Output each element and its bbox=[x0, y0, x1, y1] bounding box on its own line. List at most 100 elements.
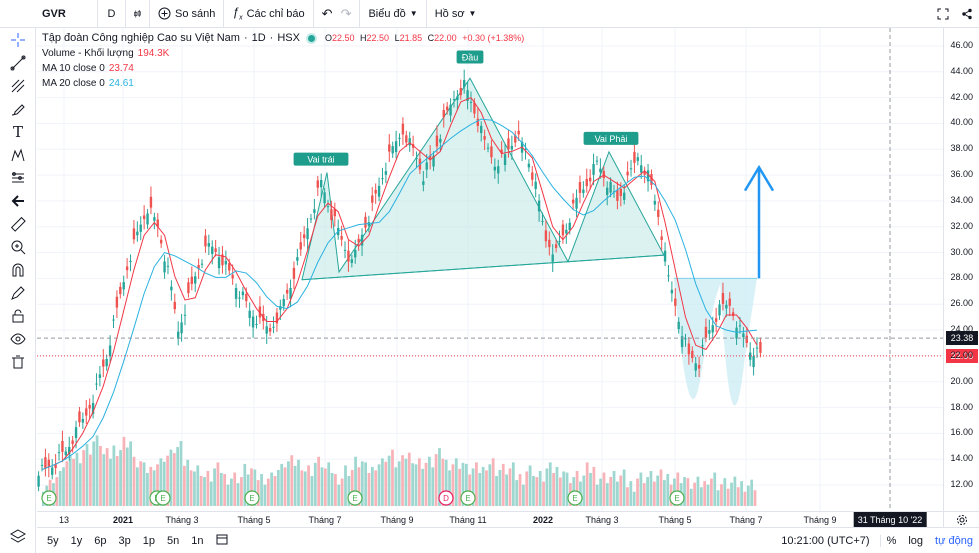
indicators-button[interactable]: ƒx Các chỉ báo bbox=[224, 0, 314, 28]
calendar-icon bbox=[216, 534, 227, 545]
range-5d[interactable]: 5n bbox=[167, 534, 180, 547]
zoom-tool[interactable] bbox=[0, 235, 36, 258]
chart-style-button[interactable] bbox=[126, 0, 150, 28]
hide-tool[interactable] bbox=[0, 327, 36, 350]
volume-bar bbox=[270, 472, 274, 506]
eye-icon bbox=[10, 332, 26, 345]
volume-bar bbox=[595, 484, 599, 506]
percent-toggle[interactable]: % bbox=[886, 535, 897, 547]
ruler-tool[interactable] bbox=[0, 212, 36, 235]
volume-bar bbox=[616, 481, 619, 506]
candle-body bbox=[299, 242, 302, 250]
candle-body bbox=[326, 206, 330, 208]
fib-tool[interactable] bbox=[0, 74, 36, 97]
candles-icon bbox=[134, 9, 141, 17]
time-axis[interactable]: 31 Tháng 10 '22 13 2021 Tháng 3 Tháng 5 Thán… bbox=[37, 511, 943, 527]
volume-bar bbox=[696, 476, 700, 506]
candle-body bbox=[466, 90, 469, 102]
candle-body bbox=[619, 188, 623, 197]
candle-body bbox=[657, 209, 660, 217]
crosshair-tool[interactable] bbox=[0, 28, 36, 51]
stay-drawing-tool[interactable] bbox=[0, 281, 36, 304]
fullscreen-button[interactable] bbox=[931, 0, 955, 28]
magnet-tool[interactable] bbox=[0, 258, 36, 281]
candle-body bbox=[272, 326, 275, 328]
volume-bar bbox=[733, 476, 737, 506]
chart-settings-button[interactable] bbox=[943, 511, 979, 527]
volume-bar bbox=[699, 487, 703, 506]
profile-menu-label: Hồ sơ bbox=[434, 7, 465, 20]
candle-body bbox=[159, 239, 163, 244]
undo-icon[interactable]: ↶ bbox=[321, 5, 333, 21]
prediction-tool[interactable] bbox=[0, 166, 36, 189]
volume-bar bbox=[139, 461, 143, 506]
interval-button[interactable]: D bbox=[98, 0, 126, 28]
object-tree-tool[interactable] bbox=[0, 524, 36, 547]
delete-tool[interactable] bbox=[0, 350, 36, 373]
chart-menu[interactable]: Biểu đồ ▼ bbox=[360, 0, 427, 28]
range-1d[interactable]: 1n bbox=[191, 534, 204, 547]
volume-bar bbox=[746, 485, 750, 506]
volume-bar bbox=[417, 458, 421, 506]
range-5y[interactable]: 5y bbox=[47, 534, 59, 547]
candle-body bbox=[483, 136, 486, 140]
volume-bar bbox=[508, 468, 512, 506]
candle-body bbox=[711, 325, 714, 333]
arrow-left-icon bbox=[11, 194, 24, 207]
goto-date-button[interactable] bbox=[210, 533, 234, 548]
candle-body bbox=[674, 298, 677, 306]
candle-body bbox=[176, 331, 180, 339]
volume-bar bbox=[327, 462, 331, 506]
candle-body bbox=[285, 289, 289, 294]
pattern-tool[interactable] bbox=[0, 143, 36, 166]
compare-button[interactable]: So sánh bbox=[150, 0, 225, 28]
profile-menu[interactable]: Hồ sơ ▼ bbox=[427, 0, 485, 28]
legend-ma10-row[interactable]: MA 10 close 0 23.74 bbox=[42, 61, 524, 76]
price-tick: 40.00 bbox=[950, 117, 973, 128]
redo-icon[interactable]: ↷ bbox=[340, 5, 352, 21]
time-tick: Tháng 11 bbox=[449, 515, 487, 525]
volume-bar bbox=[203, 477, 206, 506]
share-button[interactable] bbox=[955, 0, 979, 28]
log-toggle[interactable]: log bbox=[908, 535, 924, 547]
clock[interactable]: 10:21:00 (UTC+7) bbox=[775, 535, 881, 547]
candle-body bbox=[660, 236, 663, 241]
text-tool[interactable]: T bbox=[0, 120, 36, 143]
neckline bbox=[301, 254, 665, 281]
volume-bar bbox=[189, 470, 193, 506]
candle-body bbox=[54, 464, 57, 469]
volume-bar bbox=[401, 455, 404, 506]
candle-body bbox=[490, 146, 493, 158]
range-1m[interactable]: 1p bbox=[142, 534, 155, 547]
top-toolbar: GVR D So sánh ƒx Các chỉ báo ↶ ↷ Biểu đồ… bbox=[0, 0, 979, 28]
lock-tool[interactable] bbox=[0, 304, 36, 327]
trend-line-tool[interactable] bbox=[0, 51, 36, 74]
volume-bar bbox=[609, 477, 613, 506]
legend-ma20-row[interactable]: MA 20 close 0 24.61 bbox=[42, 76, 524, 91]
range-6m[interactable]: 6p bbox=[94, 534, 107, 547]
price-axis[interactable]: 23.38 22.00 46.00 44.00 42.00 40.00 38.00 36.… bbox=[943, 28, 979, 511]
back-tool[interactable] bbox=[0, 189, 36, 212]
range-1y[interactable]: 1y bbox=[70, 534, 83, 547]
candle-body bbox=[224, 260, 228, 265]
volume-bar bbox=[716, 490, 720, 506]
auto-toggle[interactable]: tự động bbox=[935, 535, 973, 547]
text-icon: T bbox=[12, 122, 23, 141]
volume-bar bbox=[444, 459, 448, 506]
candle-body bbox=[228, 263, 231, 271]
candle-body bbox=[71, 440, 74, 445]
brush-tool[interactable] bbox=[0, 97, 36, 120]
candle-body bbox=[374, 189, 377, 194]
event-marker bbox=[347, 490, 363, 506]
candle-body bbox=[238, 297, 241, 299]
symbol-search[interactable]: GVR bbox=[0, 0, 98, 28]
candle-body bbox=[125, 266, 129, 271]
legend-volume-row[interactable]: Volume - Khối lượng 194.3K bbox=[42, 46, 524, 61]
volume-bar bbox=[582, 475, 586, 506]
range-3m[interactable]: 3p bbox=[118, 534, 131, 547]
candle-body bbox=[207, 243, 211, 247]
volume-bar bbox=[75, 452, 79, 506]
candle-body bbox=[265, 326, 268, 334]
